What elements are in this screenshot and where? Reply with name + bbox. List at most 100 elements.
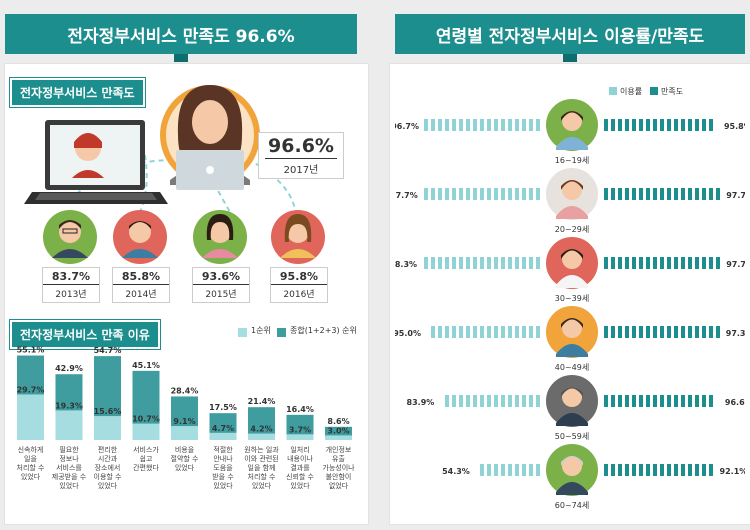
usage-bar-segment <box>445 395 449 407</box>
usage-bar-segment <box>487 257 491 269</box>
satisfaction-bar-segment <box>660 119 664 131</box>
usage-bar-segment <box>522 119 526 131</box>
satisfaction-bar-segment <box>604 119 608 131</box>
satisfaction-bar-segment <box>632 119 636 131</box>
satisfaction-bar-segment <box>625 464 629 476</box>
satisfaction-bar-segment <box>653 257 657 269</box>
legend-swatch-satisfaction <box>650 87 658 95</box>
satisfaction-bar-segment <box>618 395 622 407</box>
usage-bar-segment <box>459 395 463 407</box>
usage-bar-segment <box>487 395 491 407</box>
category-label-line: 처리할 수 <box>248 472 277 481</box>
satisfaction-bar-segment <box>674 119 678 131</box>
usage-bar-segment <box>494 257 498 269</box>
satisfaction-bar-segment <box>702 395 706 407</box>
usage-bar-segment <box>522 395 526 407</box>
usage-bar-segment <box>494 119 498 131</box>
satisfaction-bar-segment <box>667 257 671 269</box>
usage-bar-segment <box>501 326 505 338</box>
satisfaction-bar-segment <box>709 464 713 476</box>
usage-bar-segment <box>452 395 456 407</box>
age-group-label: 30~39세 <box>555 294 589 303</box>
first-rank-value-label: 4.7% <box>212 424 234 433</box>
first-rank-bar <box>248 433 275 440</box>
satisfaction-bar-segment <box>681 464 685 476</box>
age-avatar-body <box>556 482 588 495</box>
satisfaction-bar-segment <box>632 188 636 200</box>
usage-value-label: 98.3% <box>395 260 417 269</box>
legend-label-usage: 이용률 <box>620 86 642 96</box>
usage-bar-segment <box>466 326 470 338</box>
satisfaction-bar-segment <box>688 119 692 131</box>
usage-bar-segment <box>480 119 484 131</box>
satisfaction-bar-segment <box>681 257 685 269</box>
usage-bar-segment <box>522 326 526 338</box>
satisfaction-bar-segment <box>604 326 608 338</box>
satisfaction-bar-segment <box>611 326 615 338</box>
legend-label-first: 1순위 <box>251 326 271 335</box>
age-avatar-hair <box>561 180 583 190</box>
history-year: 2013년 <box>55 290 87 300</box>
satisfaction-bar-segment <box>611 188 615 200</box>
usage-bar-segment <box>494 395 498 407</box>
legend-swatch-total <box>277 328 286 337</box>
category-label-line: 시간과 <box>98 454 118 463</box>
usage-bar-segment <box>522 257 526 269</box>
total-rank-value-label: 21.4% <box>248 397 276 406</box>
satisfaction-bar-segment <box>653 395 657 407</box>
usage-bar-segment <box>466 119 470 131</box>
satisfaction-bar-segment <box>709 188 713 200</box>
category-label: 필요한 정보나 서비스를 제공받을 수 있었다 <box>52 445 87 490</box>
satisfaction-bar-segment <box>604 188 608 200</box>
category-label-line: 원하는 일과 <box>244 445 279 454</box>
legend-swatch-first <box>238 328 247 337</box>
usage-bar-segment <box>480 188 484 200</box>
age-avatar-hair <box>561 456 583 466</box>
category-label-line: 없었다 <box>329 481 349 490</box>
first-rank-value-label: 10.7% <box>132 415 160 424</box>
usage-bar-segment <box>473 188 477 200</box>
usage-bar-segment <box>494 464 498 476</box>
legend-swatch-usage <box>609 87 617 95</box>
age-group-label: 20~29세 <box>555 225 589 234</box>
satisfaction-bar-segment <box>639 326 643 338</box>
legend-label-total: 종합(1+2+3) 순위 <box>290 326 357 335</box>
usage-bar-segment <box>529 326 533 338</box>
satisfaction-bar-segment <box>632 395 636 407</box>
usage-bar-segment <box>431 119 435 131</box>
category-label-line: 있었다 <box>213 481 233 490</box>
satisfaction-bar-segment <box>604 395 608 407</box>
avatar-2014 <box>113 210 167 264</box>
satisfaction-bar-segment <box>688 326 692 338</box>
satisfaction-value-label: 97.7% <box>726 191 745 200</box>
age-avatar-hair <box>561 111 583 121</box>
usage-bar-segment <box>529 257 533 269</box>
usage-value-label: 83.9% <box>407 398 435 407</box>
category-label-line: 일을 <box>24 454 37 463</box>
current-satisfaction-box: 96.6% 2017년 <box>258 132 344 179</box>
age-avatar-hair <box>561 249 583 259</box>
satisfaction-bar-segment <box>646 464 650 476</box>
usage-bar-segment <box>452 257 456 269</box>
category-label: 비용을 절약할 수 있었다 <box>171 445 200 472</box>
satisfaction-bar-segment <box>618 464 622 476</box>
category-label-line: 개인정보 <box>326 445 352 454</box>
usage-bar-segment <box>438 326 442 338</box>
category-label-line: 장소에서 <box>95 463 121 472</box>
category-label: 개인정보 유출 가능성이나 불안함이 없었다 <box>322 445 355 490</box>
category-label-line: 비용을 <box>175 445 195 454</box>
usage-bar-segment <box>529 119 533 131</box>
total-rank-value-label: 28.4% <box>171 386 199 395</box>
usage-bar-segment <box>487 119 491 131</box>
category-label: 서비스가 쉽고 간편했다 <box>133 445 159 472</box>
usage-bar-segment <box>508 188 512 200</box>
total-rank-value-label: 8.6% <box>327 417 349 426</box>
satisfaction-bar-segment <box>667 188 671 200</box>
age-avatar-face <box>562 180 582 200</box>
category-label-line: 신속하게 <box>18 445 44 454</box>
satisfaction-bar-segment <box>653 464 657 476</box>
satisfaction-bar-segment <box>709 395 713 407</box>
satisfaction-bar-segment <box>681 119 685 131</box>
usage-bar-segment <box>515 119 519 131</box>
